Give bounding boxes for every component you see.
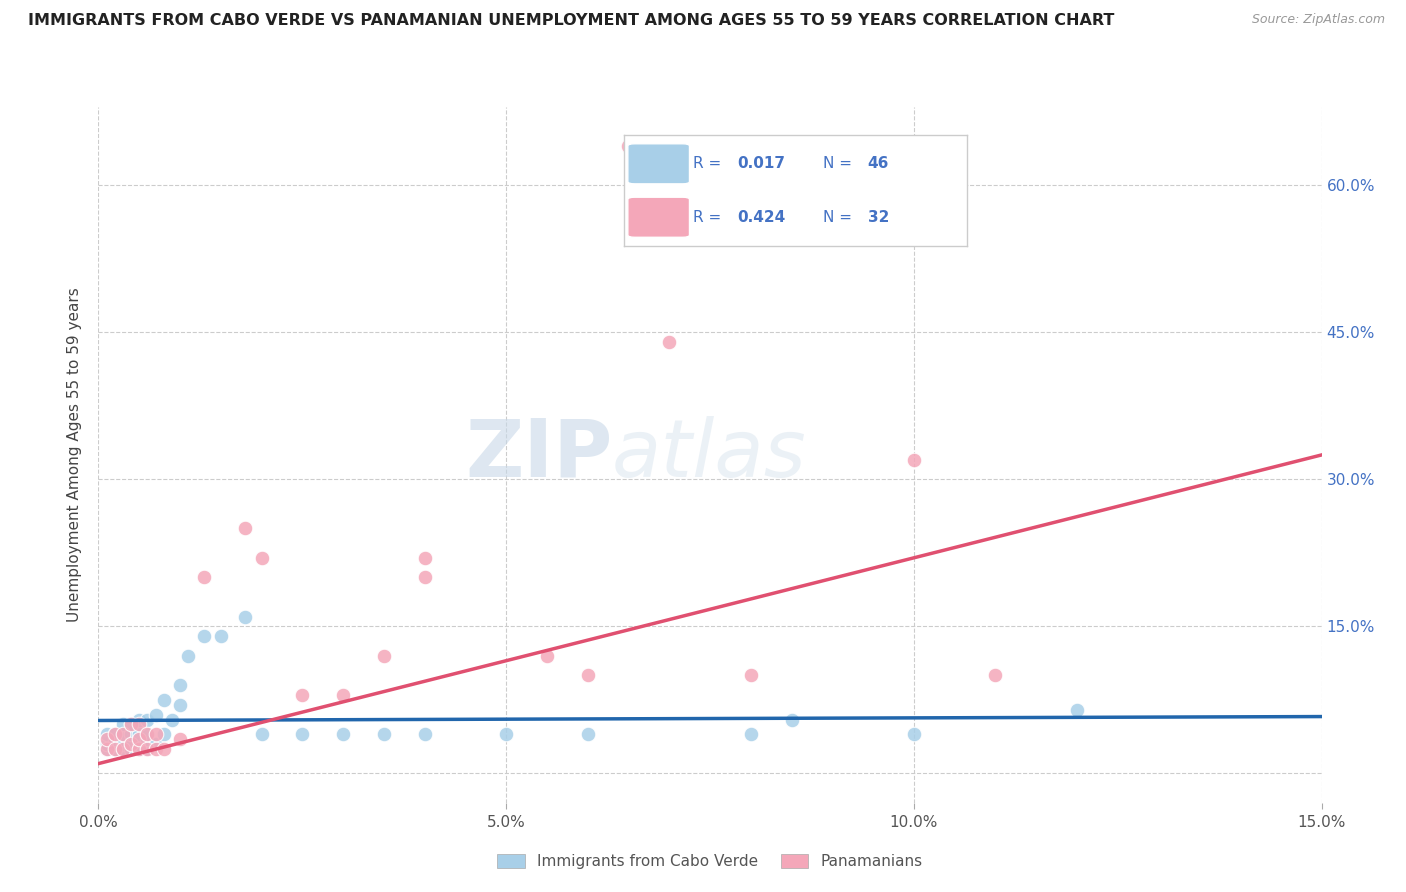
Point bbox=[152, 693, 174, 707]
Point bbox=[111, 717, 134, 731]
Point bbox=[128, 737, 150, 751]
Point bbox=[193, 570, 215, 584]
Point bbox=[111, 737, 134, 751]
Point bbox=[96, 742, 118, 756]
Point bbox=[373, 727, 395, 741]
Point bbox=[136, 713, 159, 727]
Point bbox=[780, 713, 803, 727]
Point bbox=[152, 727, 174, 741]
Point bbox=[1066, 703, 1088, 717]
Text: atlas: atlas bbox=[612, 416, 807, 494]
Point bbox=[332, 727, 354, 741]
Point bbox=[177, 648, 200, 663]
Point bbox=[169, 698, 191, 712]
Point bbox=[152, 742, 174, 756]
Point bbox=[250, 727, 273, 741]
Point bbox=[136, 732, 159, 747]
Point bbox=[136, 727, 159, 741]
Point bbox=[617, 139, 640, 153]
Legend: Immigrants from Cabo Verde, Panamanians: Immigrants from Cabo Verde, Panamanians bbox=[491, 848, 929, 875]
Point bbox=[145, 707, 167, 722]
Point bbox=[413, 727, 436, 741]
Point bbox=[104, 742, 127, 756]
Point bbox=[291, 688, 314, 702]
Point bbox=[96, 737, 118, 751]
Point bbox=[145, 742, 167, 756]
Point bbox=[111, 727, 134, 741]
Point bbox=[128, 742, 150, 756]
Point bbox=[111, 732, 134, 747]
Point bbox=[120, 717, 142, 731]
Point bbox=[536, 648, 558, 663]
Point bbox=[128, 727, 150, 741]
Point bbox=[136, 742, 159, 756]
Point bbox=[209, 629, 232, 643]
Point bbox=[413, 570, 436, 584]
Point bbox=[120, 717, 142, 731]
Point bbox=[250, 550, 273, 565]
Point bbox=[169, 732, 191, 747]
Point bbox=[128, 717, 150, 731]
Point bbox=[96, 732, 118, 747]
Point bbox=[120, 742, 142, 756]
Point bbox=[413, 550, 436, 565]
Point bbox=[740, 727, 762, 741]
Point bbox=[145, 727, 167, 741]
Point bbox=[332, 688, 354, 702]
Point bbox=[903, 452, 925, 467]
Point bbox=[576, 727, 599, 741]
Point bbox=[193, 629, 215, 643]
Y-axis label: Unemployment Among Ages 55 to 59 years: Unemployment Among Ages 55 to 59 years bbox=[67, 287, 83, 623]
Point bbox=[495, 727, 517, 741]
Point bbox=[111, 742, 134, 756]
Point bbox=[160, 713, 183, 727]
Point bbox=[373, 648, 395, 663]
Point bbox=[104, 737, 127, 751]
Point bbox=[104, 727, 127, 741]
Point bbox=[120, 737, 142, 751]
Text: ZIP: ZIP bbox=[465, 416, 612, 494]
Point bbox=[104, 742, 127, 756]
Point bbox=[740, 668, 762, 682]
Point bbox=[96, 742, 118, 756]
Point bbox=[984, 668, 1007, 682]
Point bbox=[903, 727, 925, 741]
Point bbox=[145, 737, 167, 751]
Point bbox=[96, 727, 118, 741]
Point bbox=[136, 727, 159, 741]
Point bbox=[658, 335, 681, 350]
Point bbox=[233, 521, 256, 535]
Point bbox=[128, 713, 150, 727]
Point bbox=[128, 742, 150, 756]
Point bbox=[104, 727, 127, 741]
Point bbox=[111, 742, 134, 756]
Point bbox=[291, 727, 314, 741]
Point bbox=[104, 732, 127, 747]
Point bbox=[111, 727, 134, 741]
Point bbox=[233, 609, 256, 624]
Point bbox=[120, 727, 142, 741]
Point bbox=[576, 668, 599, 682]
Text: Source: ZipAtlas.com: Source: ZipAtlas.com bbox=[1251, 13, 1385, 27]
Point bbox=[136, 742, 159, 756]
Point bbox=[120, 737, 142, 751]
Point bbox=[169, 678, 191, 692]
Point bbox=[128, 732, 150, 747]
Text: IMMIGRANTS FROM CABO VERDE VS PANAMANIAN UNEMPLOYMENT AMONG AGES 55 TO 59 YEARS : IMMIGRANTS FROM CABO VERDE VS PANAMANIAN… bbox=[28, 13, 1115, 29]
